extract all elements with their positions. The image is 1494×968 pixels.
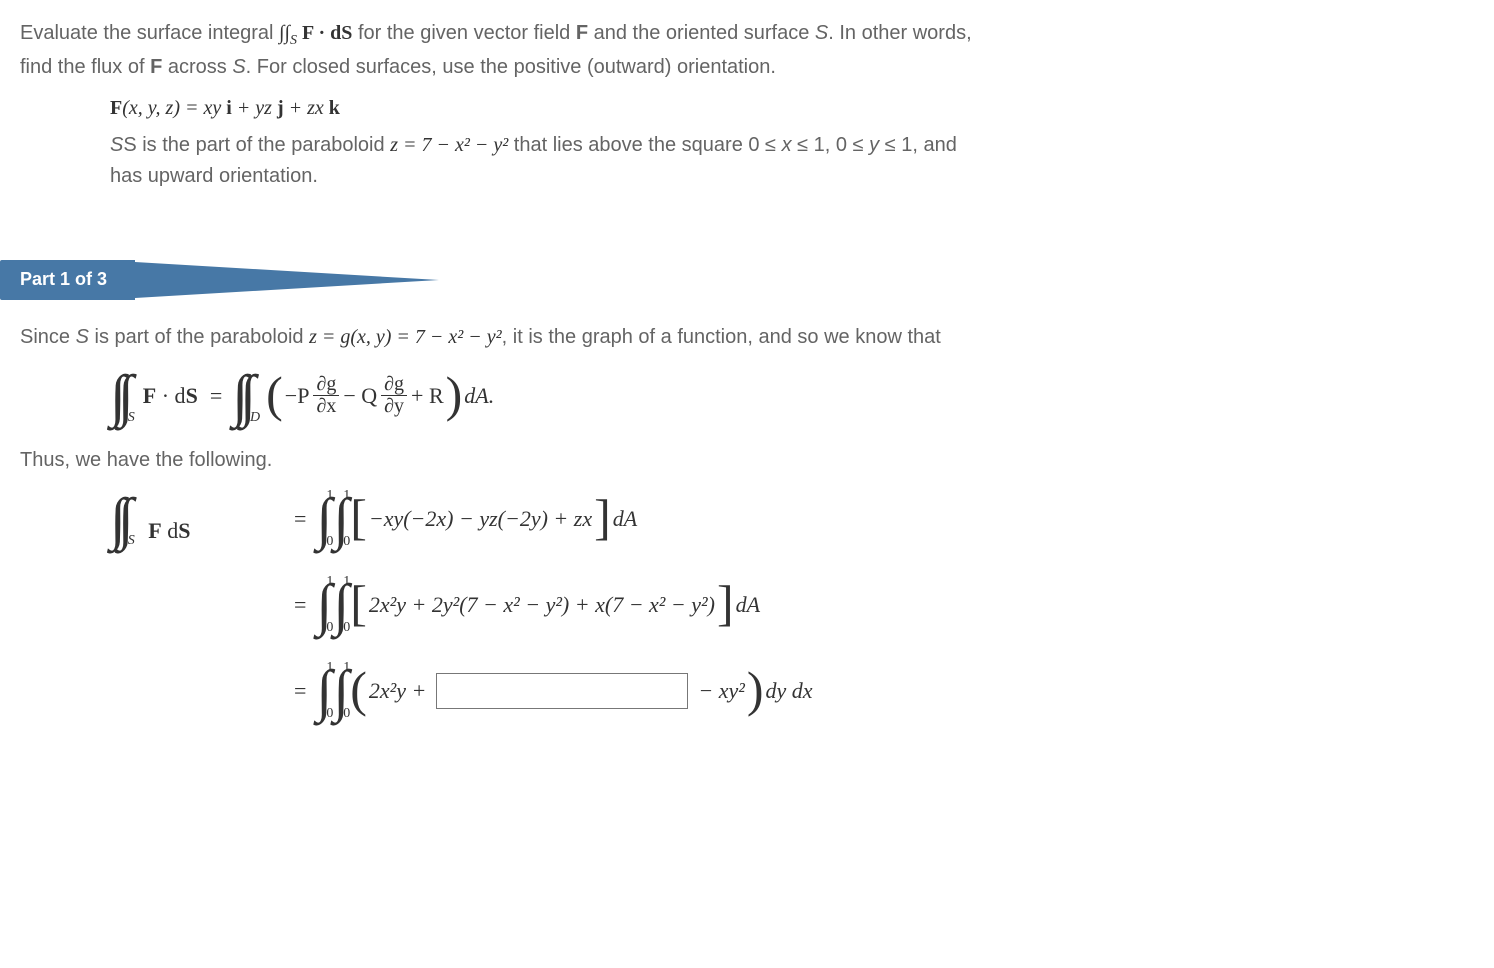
frac-den: ∂y (381, 396, 407, 417)
f-dot-ds: F · dS (297, 22, 352, 44)
lower-limit: 0 (343, 707, 350, 721)
surface-text-c: has upward orientation. (110, 165, 318, 187)
question-prompt: Evaluate the surface integral ∫∫S F · dS… (20, 18, 1494, 192)
frac-num: ∂g (313, 374, 339, 396)
dg-dy: ∂g∂y (381, 374, 407, 417)
lower-limit: 0 (343, 535, 350, 549)
int-0-1-inner: ∫10 (333, 576, 350, 634)
surface-text-a: S is the part of the paraboloid (123, 134, 390, 156)
surface-def: SS is the part of the paraboloid z = 7 −… (110, 130, 1474, 192)
upper-limit: 1 (343, 661, 350, 675)
int-0-1-inner: ∫10 (333, 662, 350, 720)
prompt-text: Evaluate the surface integral (20, 22, 279, 44)
prompt-text: and the oriented surface (588, 22, 815, 44)
upper-limit: 1 (343, 575, 350, 589)
page-root: Evaluate the surface integral ∫∫S F · dS… (0, 0, 1494, 774)
part-bar-tail (135, 262, 439, 298)
int-0-1-inner: ∫10 (333, 490, 350, 548)
flux-step2: = ∫10 ∫10 [ 2x²y + 2y²(7 − x² − y²) + x(… (110, 576, 1474, 634)
vector-f: F (576, 22, 588, 44)
thus-line: Thus, we have the following. (20, 445, 1474, 476)
flux-step1: ∫∫S F dS = ∫10 ∫10 [ −xy(−2x) − yz(−2y) … (110, 490, 1474, 548)
problem-givens: F(x, y, z) = xy i + yz j + zx k SS is th… (110, 93, 1474, 192)
intro-line: Since S is part of the paraboloid z = g(… (20, 322, 1474, 353)
upper-limit: 1 (343, 489, 350, 503)
lower-limit: 0 (343, 621, 350, 635)
integral-symbol: ∫∫ (279, 22, 290, 44)
integrand-2: 2x²y + 2y²(7 − x² − y²) + x(7 − x² − y²) (369, 588, 715, 622)
intro-text: Since (20, 326, 76, 348)
part-label: Part 1 of 3 (0, 260, 135, 300)
int-sub-s: S (128, 407, 135, 429)
answer-input[interactable] (436, 673, 688, 709)
d-a: dA. (464, 379, 494, 413)
surface-s: S (815, 22, 828, 44)
prompt-line2: find the flux of F across S. For closed … (20, 56, 776, 78)
frac-den: ∂x (313, 396, 339, 417)
integrand-1: −xy(−2x) − yz(−2y) + zx (369, 502, 592, 536)
int-sub-s: S (128, 530, 135, 552)
integrand-3-pre: 2x²y + (369, 674, 426, 708)
vector-field-def: F(x, y, z) = xy i + yz j + zx k (110, 93, 1474, 124)
part-header-bar: Part 1 of 3 (0, 262, 1494, 298)
integrand-3-post: − xy² (698, 674, 744, 708)
frac-num: ∂g (381, 374, 407, 396)
int-sub-d: D (250, 407, 260, 429)
prompt-text: . In other words, (828, 22, 971, 44)
intro-s: S (76, 326, 89, 348)
d-a: dA (613, 502, 637, 536)
intro-eq: z = g(x, y) = 7 − x² − y² (309, 326, 502, 348)
minus-q: − Q (343, 379, 377, 413)
minus-p: −P (285, 379, 310, 413)
dy-dx: dy dx (765, 674, 812, 708)
surface-text-b: that lies above the square 0 ≤ x ≤ 1, 0 … (508, 134, 957, 156)
intro-text: , it is the graph of a function, and so … (502, 326, 941, 348)
int-0-1-outer: ∫10 (316, 662, 333, 720)
int-0-1-outer: ∫10 (316, 490, 333, 548)
dg-dx: ∂g∂x (313, 374, 339, 417)
plus-r: + R (411, 379, 444, 413)
prompt-text: for the given vector field (352, 22, 575, 44)
int-0-1-outer: ∫10 (316, 576, 333, 634)
double-integral-s: ∫∫S (110, 367, 141, 425)
formula-flux-general: ∫∫S F · dS = ∫∫D ( −P ∂g∂x − Q ∂g∂y + R … (110, 367, 1474, 425)
d-a: dA (736, 588, 760, 622)
double-integral-d: ∫∫D (232, 367, 266, 425)
surface-eq: z = 7 − x² − y² (390, 134, 508, 156)
integral-subscript: S (290, 33, 297, 48)
double-integral-s: ∫∫S (110, 490, 141, 548)
solution-block: Since S is part of the paraboloid z = g(… (20, 322, 1494, 720)
flux-step3: = ∫10 ∫10 ( 2x²y + − xy² ) dy dx (110, 662, 1474, 720)
intro-text: is part of the paraboloid (89, 326, 309, 348)
